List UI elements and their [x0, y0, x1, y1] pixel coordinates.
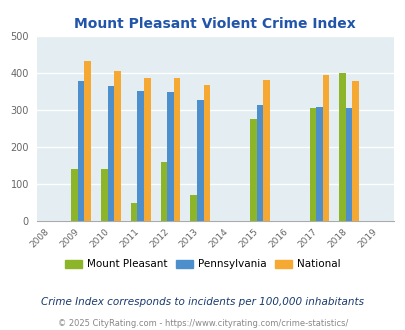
Bar: [352, 81, 358, 221]
Bar: [78, 81, 84, 221]
Bar: [196, 100, 203, 221]
Bar: [315, 107, 322, 221]
Bar: [322, 76, 328, 221]
Text: © 2025 CityRating.com - https://www.cityrating.com/crime-statistics/: © 2025 CityRating.com - https://www.city…: [58, 319, 347, 328]
Bar: [144, 78, 150, 221]
Bar: [130, 203, 137, 221]
Title: Mount Pleasant Violent Crime Index: Mount Pleasant Violent Crime Index: [74, 17, 355, 31]
Bar: [137, 91, 144, 221]
Bar: [190, 195, 196, 221]
Bar: [114, 71, 121, 221]
Bar: [345, 108, 352, 221]
Bar: [107, 86, 114, 221]
Legend: Mount Pleasant, Pennsylvania, National: Mount Pleasant, Pennsylvania, National: [61, 255, 344, 274]
Bar: [256, 105, 262, 221]
Bar: [160, 162, 167, 221]
Bar: [203, 85, 210, 221]
Bar: [101, 169, 107, 221]
Bar: [339, 73, 345, 221]
Bar: [262, 80, 269, 221]
Bar: [167, 92, 173, 221]
Bar: [309, 108, 315, 221]
Bar: [84, 61, 91, 221]
Bar: [173, 78, 180, 221]
Text: Crime Index corresponds to incidents per 100,000 inhabitants: Crime Index corresponds to incidents per…: [41, 297, 364, 307]
Bar: [71, 169, 78, 221]
Bar: [249, 119, 256, 221]
